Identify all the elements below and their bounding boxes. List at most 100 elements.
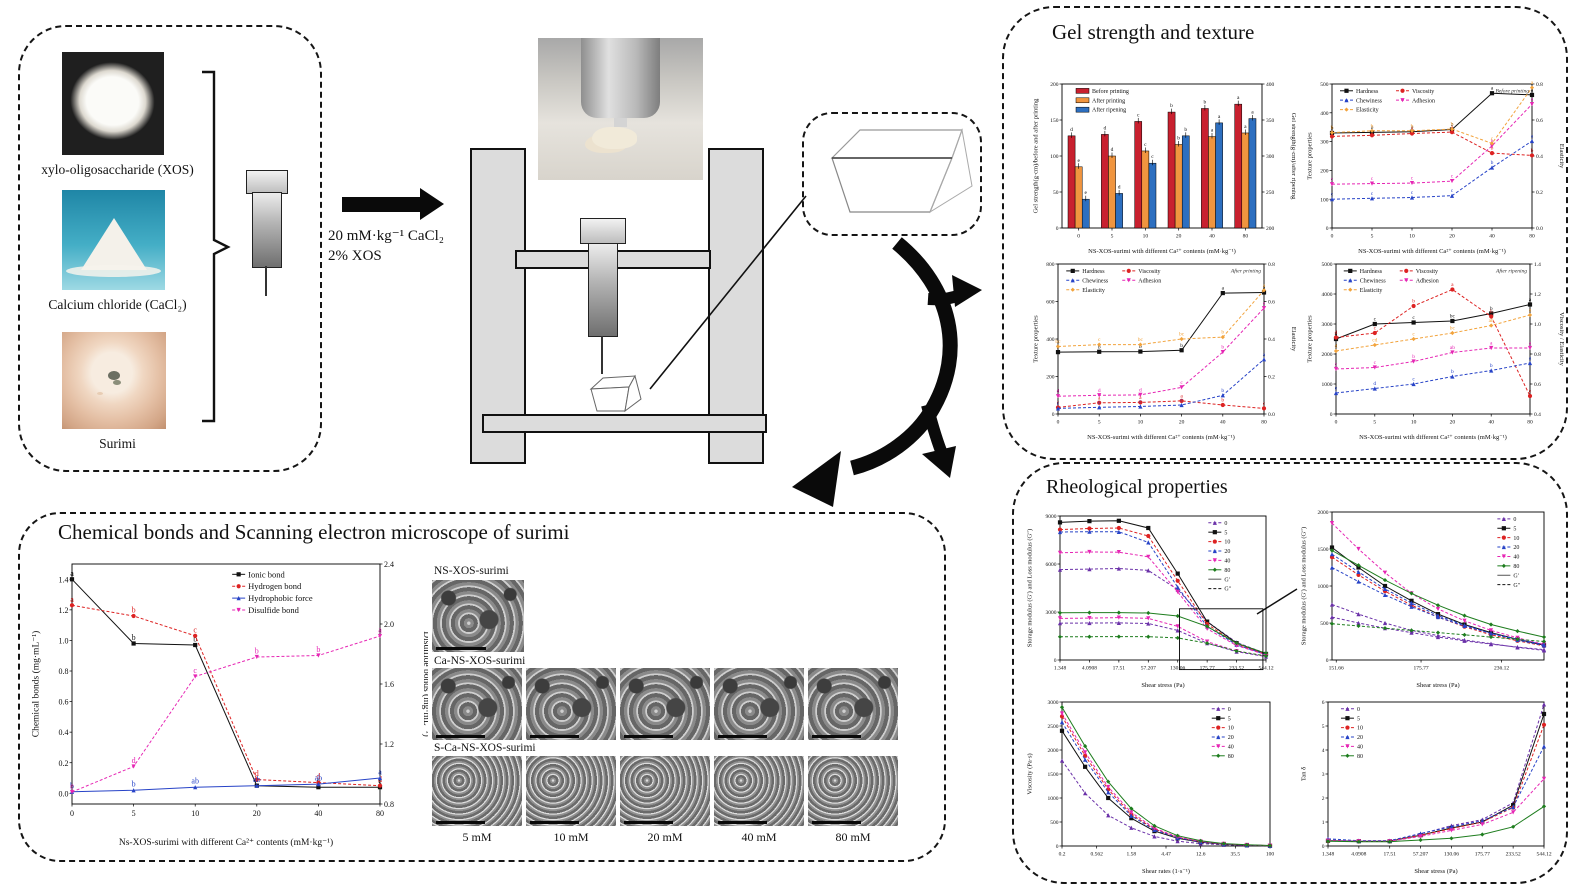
svg-text:20: 20 bbox=[1176, 234, 1182, 240]
svg-text:NS-XOS-surimi with different C: NS-XOS-surimi with different Ca²⁺ conten… bbox=[1358, 248, 1506, 255]
svg-text:b: b bbox=[1411, 123, 1414, 129]
svg-text:20: 20 bbox=[1450, 420, 1456, 426]
svg-text:17.51: 17.51 bbox=[1384, 852, 1397, 858]
svg-text:b: b bbox=[1371, 125, 1374, 131]
model-box bbox=[802, 112, 982, 236]
svg-text:10: 10 bbox=[1409, 234, 1415, 240]
svg-text:b: b bbox=[1412, 299, 1415, 305]
svg-text:0: 0 bbox=[1224, 521, 1227, 527]
svg-text:a: a bbox=[1098, 395, 1101, 401]
svg-text:Gel strength(g·cm)/before and: Gel strength(g·cm)/before and after prin… bbox=[1033, 98, 1040, 214]
svg-text:a: a bbox=[1251, 110, 1254, 116]
svg-text:c: c bbox=[1098, 337, 1101, 343]
sem-col-label: 5 mM bbox=[462, 830, 492, 844]
sem-col-label: 80 mM bbox=[835, 830, 871, 844]
sem-row3-label: S-Ca-NS-XOS-surimi bbox=[434, 742, 536, 754]
svg-text:20: 20 bbox=[1228, 735, 1234, 741]
syringe-icon bbox=[246, 170, 288, 194]
svg-text:b: b bbox=[1184, 127, 1187, 133]
printer-left-pillar bbox=[470, 148, 526, 464]
svg-text:Viscosity / Elasticity: Viscosity / Elasticity bbox=[1558, 312, 1564, 367]
svg-text:NS-XOS-surimi with different C: NS-XOS-surimi with different Ca²⁺ conten… bbox=[1088, 248, 1236, 255]
svg-text:20: 20 bbox=[1224, 549, 1230, 555]
svg-text:1.348: 1.348 bbox=[1322, 852, 1335, 858]
svg-text:d: d bbox=[1373, 381, 1376, 387]
sem-col-label: 40 mM bbox=[741, 830, 777, 844]
svg-text:4.0908: 4.0908 bbox=[1351, 852, 1366, 858]
svg-text:d: d bbox=[255, 769, 259, 778]
svg-text:4.47: 4.47 bbox=[1161, 852, 1171, 858]
svg-text:0: 0 bbox=[1052, 412, 1055, 418]
svg-text:17.51: 17.51 bbox=[1113, 666, 1126, 672]
svg-text:130.06: 130.06 bbox=[1444, 852, 1459, 858]
trapezoid-model-icon bbox=[830, 128, 973, 214]
svg-text:10: 10 bbox=[1143, 234, 1149, 240]
svg-text:b: b bbox=[1490, 363, 1493, 369]
svg-text:c: c bbox=[1374, 326, 1377, 332]
svg-text:80: 80 bbox=[1529, 234, 1535, 240]
svg-text:c: c bbox=[1263, 401, 1266, 407]
svg-text:0.8: 0.8 bbox=[1268, 262, 1275, 268]
svg-text:a: a bbox=[1139, 395, 1142, 401]
svg-text:5: 5 bbox=[1513, 526, 1516, 532]
svg-text:233.52: 233.52 bbox=[1229, 666, 1244, 672]
svg-text:Chewiness: Chewiness bbox=[1082, 278, 1109, 284]
svg-text:Ionic bond: Ionic bond bbox=[248, 569, 285, 579]
svg-text:1.4: 1.4 bbox=[1534, 262, 1541, 268]
gel-strength-title: Gel strength and texture bbox=[1052, 20, 1255, 44]
svg-text:c: c bbox=[1139, 399, 1142, 405]
svg-text:c: c bbox=[1331, 177, 1334, 183]
svg-text:a: a bbox=[1529, 308, 1532, 314]
svg-text:Hardness: Hardness bbox=[1082, 269, 1105, 275]
svg-text:a: a bbox=[1244, 124, 1247, 130]
svg-text:a: a bbox=[1529, 341, 1532, 347]
svg-text:0: 0 bbox=[1513, 517, 1516, 523]
svg-text:0: 0 bbox=[1322, 844, 1325, 850]
sem-image bbox=[808, 668, 898, 740]
flow-arrow-head bbox=[420, 188, 444, 220]
svg-text:a: a bbox=[1531, 134, 1534, 140]
syringe-needle bbox=[265, 266, 267, 296]
svg-text:b: b bbox=[1491, 146, 1494, 152]
svg-text:20: 20 bbox=[1513, 545, 1519, 551]
svg-text:4.0908: 4.0908 bbox=[1082, 666, 1097, 672]
svg-text:Viscosity: Viscosity bbox=[1138, 269, 1160, 275]
svg-text:40: 40 bbox=[1513, 555, 1519, 561]
svg-text:b: b bbox=[1451, 369, 1454, 375]
sem-image bbox=[620, 668, 710, 740]
svg-text:3000: 3000 bbox=[1048, 700, 1059, 706]
bonds-sem-title: Chemical bonds and Scanning electron mic… bbox=[58, 520, 570, 544]
svg-text:c: c bbox=[193, 625, 197, 634]
svg-text:c: c bbox=[378, 777, 382, 786]
svg-text:d: d bbox=[1111, 147, 1114, 153]
svg-text:0: 0 bbox=[1357, 707, 1360, 713]
svg-text:40: 40 bbox=[314, 809, 322, 818]
svg-text:0: 0 bbox=[1057, 420, 1060, 426]
printing-photo bbox=[538, 38, 703, 180]
svg-text:e: e bbox=[1085, 190, 1088, 196]
svg-text:1.348: 1.348 bbox=[1054, 666, 1067, 672]
sem-image bbox=[620, 756, 710, 826]
svg-text:Disulfide bonds (mg·mL⁻¹): Disulfide bonds (mg·mL⁻¹) bbox=[421, 631, 428, 737]
svg-text:G″: G″ bbox=[1224, 587, 1231, 593]
surimi-label: Surimi bbox=[99, 436, 136, 451]
svg-text:3: 3 bbox=[1322, 772, 1325, 778]
svg-text:c: c bbox=[1411, 176, 1414, 182]
svg-text:b: b bbox=[132, 780, 136, 789]
svg-text:a: a bbox=[1180, 393, 1183, 399]
svg-text:80: 80 bbox=[1243, 234, 1249, 240]
svg-text:c: c bbox=[1098, 400, 1101, 406]
svg-text:0: 0 bbox=[1056, 844, 1059, 850]
svg-text:5: 5 bbox=[1322, 724, 1325, 730]
svg-text:b: b bbox=[255, 647, 259, 656]
svg-text:a: a bbox=[1529, 297, 1532, 303]
svg-text:500: 500 bbox=[1050, 820, 1059, 826]
rheology-panel bbox=[1012, 462, 1568, 884]
svg-text:Hydrophobic force: Hydrophobic force bbox=[248, 593, 313, 603]
svg-text:a: a bbox=[1531, 80, 1534, 86]
printer-platform bbox=[482, 414, 767, 433]
printed-object-icon bbox=[589, 374, 642, 413]
svg-text:300: 300 bbox=[1320, 140, 1329, 146]
concentration-label-1: 20 mM·kg⁻¹ CaCl₂ bbox=[328, 228, 444, 244]
svg-text:80: 80 bbox=[1224, 568, 1230, 574]
